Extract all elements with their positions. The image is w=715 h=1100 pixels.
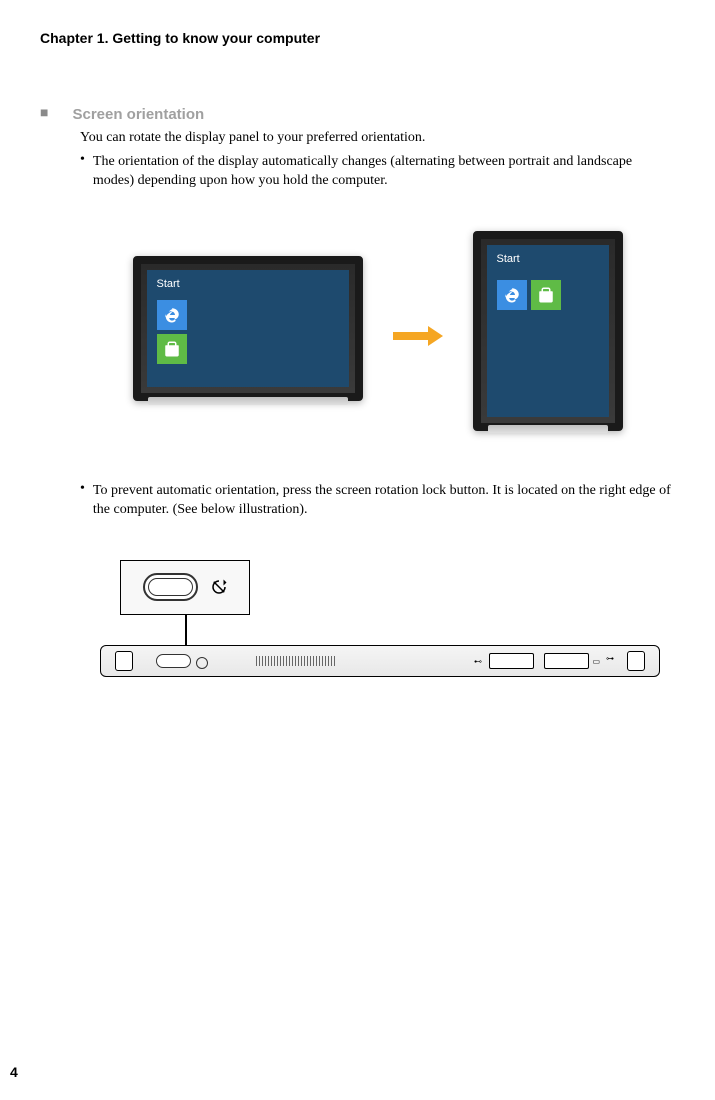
page-number: 4 [10,1064,18,1080]
bullet-list-2: • To prevent automatic orientation, pres… [80,481,675,520]
bullet-text-2: To prevent automatic orientation, press … [93,481,675,520]
sd-icon: ▭ [592,657,600,666]
bullet-item: • To prevent automatic orientation, pres… [80,481,675,520]
sd-card-slot: ▭ [544,653,589,669]
tile-group-landscape [157,300,187,364]
zoom-callout-box [120,560,250,615]
chapter-header: Chapter 1. Getting to know your computer [40,30,675,46]
bullet-mark: • [80,152,85,191]
rotation-lock-button-illustration [143,573,198,601]
edge-illustration: ⊷ ▭ ⊶ [100,560,660,677]
power-connector-icon: ⊶ [606,654,614,668]
section-heading-row: ■ Screen orientation [40,106,675,124]
bullet-text-1: The orientation of the display automatic… [93,152,675,191]
ie-tile-icon [157,300,187,330]
start-screen-label: Start [157,278,180,290]
start-screen-label-portrait: Start [497,253,520,265]
section-title: Screen orientation [72,106,204,123]
section-marker: ■ [40,106,48,122]
bullet-mark: • [80,481,85,520]
orientation-figure: Start Start [80,231,675,441]
arrow-right-icon [393,326,443,346]
usb-port: ⊷ [489,653,534,669]
usb-icon: ⊷ [474,657,482,666]
store-tile-icon [531,280,561,310]
bullet-list-1: • The orientation of the display automat… [80,152,675,191]
laptop-portrait-illustration: Start [473,231,623,441]
ie-tile-icon [497,280,527,310]
side-hinge-right [627,651,645,671]
section-intro: You can rotate the display panel to your… [80,128,675,148]
side-hinge-left [115,651,133,671]
port-group: ⊷ ▭ [489,653,589,669]
laptop-landscape-illustration: Start [133,256,363,416]
rotation-lock-icon [210,578,228,596]
vent-illustration [256,656,336,666]
computer-side-view: ⊷ ▭ ⊶ [100,645,660,677]
bullet-item: • The orientation of the display automat… [80,152,675,191]
store-tile-icon [157,334,187,364]
callout-line [185,615,187,645]
rotation-lock-button-side [156,654,191,668]
tile-group-portrait [497,280,561,310]
